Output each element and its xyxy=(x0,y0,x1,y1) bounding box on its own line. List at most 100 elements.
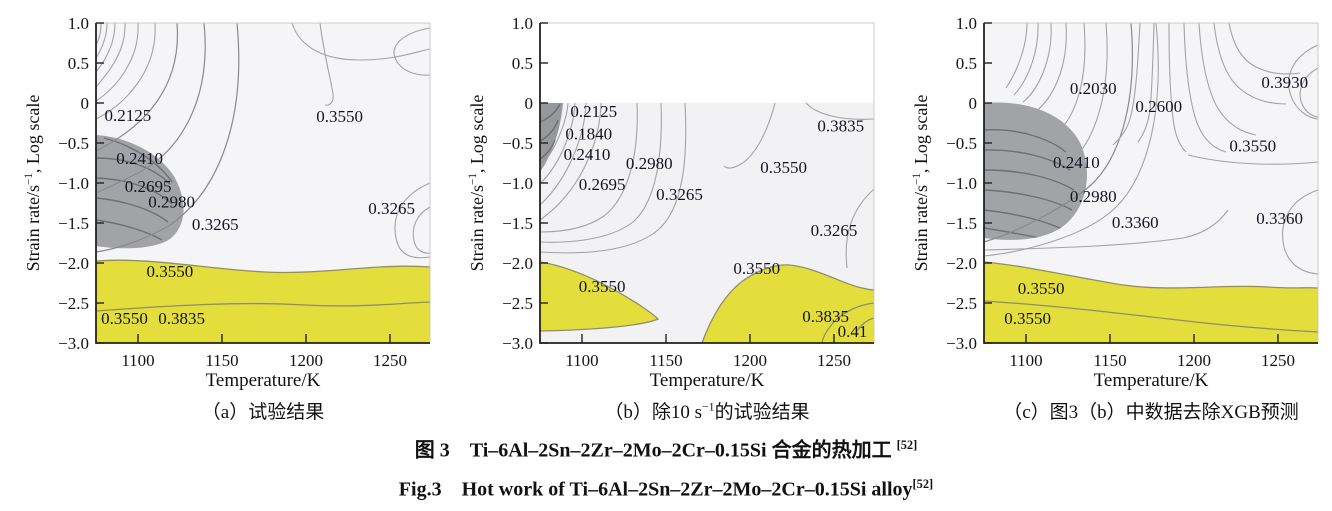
axis-ticks: 1.0 0.5 0 −0.5 −1.0 −1.5 −2.0 −2.5 −3.0 1100 1150 1… xyxy=(946,14,1295,370)
svg-text:1.0: 1.0 xyxy=(956,14,977,33)
svg-text:0.3835: 0.3835 xyxy=(802,307,849,326)
svg-text:0.1840: 0.1840 xyxy=(565,124,612,143)
instability-contour-stripes xyxy=(984,129,1075,240)
svg-text:0.3550: 0.3550 xyxy=(316,107,363,126)
contour-map-panel-c: 1.0 0.5 0 −0.5 −1.0 −1.5 −2.0 −2.5 −3.0 1100 1150 1… xyxy=(946,14,1319,391)
svg-text:0.2410: 0.2410 xyxy=(564,145,611,164)
svg-text:1.0: 1.0 xyxy=(512,14,533,33)
svg-text:0: 0 xyxy=(969,94,978,113)
svg-text:1150: 1150 xyxy=(1093,351,1126,370)
panel-c: 1.0 0.5 0 −0.5 −1.0 −1.5 −2.0 −2.5 −3.0 1100 1150 1… xyxy=(888,0,1332,425)
svg-text:0.3360: 0.3360 xyxy=(1256,209,1303,228)
contour-map-panel-b: 1.0 0.5 0 −0.5 −1.0 −1.5 −2.0 −2.5 −3.0 1100 1150 1… xyxy=(502,14,875,391)
svg-text:1100: 1100 xyxy=(121,351,154,370)
axis-ticks: 1.0 0.5 0 −0.5 −1.0 −1.5 −2.0 −2.5 −3.0 1100 1150 1… xyxy=(502,14,851,370)
svg-text:−2.0: −2.0 xyxy=(502,254,533,273)
x-axis-label: Temperature/K xyxy=(650,370,765,391)
svg-text:0.3265: 0.3265 xyxy=(656,185,703,204)
svg-text:0.2600: 0.2600 xyxy=(1135,97,1182,116)
svg-text:0.41: 0.41 xyxy=(838,322,868,341)
y-axis-label: Strain rate/s−1, Log scale xyxy=(911,94,931,272)
svg-text:0.3550: 0.3550 xyxy=(579,277,626,296)
instability-contour-stripes xyxy=(540,103,561,160)
svg-text:0.3550: 0.3550 xyxy=(733,259,780,278)
svg-text:1200: 1200 xyxy=(733,351,767,370)
stability-domain-region xyxy=(95,259,431,343)
svg-text:1.0: 1.0 xyxy=(68,14,89,33)
svg-text:0.2410: 0.2410 xyxy=(1053,153,1100,172)
x-axis-label: Temperature/K xyxy=(206,370,321,391)
y-axis-label: Strain rate/s−1, Log scale xyxy=(23,94,43,272)
svg-text:−1.0: −1.0 xyxy=(946,174,977,193)
svg-text:1200: 1200 xyxy=(289,351,323,370)
instability-contour-stripes xyxy=(96,137,173,241)
panel-a: 1.0 0.5 0 −0.5 −1.0 −1.5 −2.0 −2.5 −3.0 1100 1150 1… xyxy=(0,0,444,425)
svg-text:−3.0: −3.0 xyxy=(946,334,977,353)
svg-text:0.2695: 0.2695 xyxy=(579,175,626,194)
contour-lines xyxy=(539,102,875,269)
figure-caption-zh: 图 3 Ti–6Al–2Sn–2Zr–2Mo–2Cr–0.15Si 合金的热加工… xyxy=(414,438,918,462)
x-axis-label: Temperature/K xyxy=(1094,370,1209,391)
svg-text:−0.5: −0.5 xyxy=(502,134,533,153)
instability-region xyxy=(96,135,184,249)
contour-map-panel-a: 1.0 0.5 0 −0.5 −1.0 −1.5 −2.0 −2.5 −3.0 1100 1150 1… xyxy=(58,14,431,391)
contour-lines xyxy=(983,22,1319,275)
svg-text:0.2695: 0.2695 xyxy=(125,177,172,196)
svg-text:1150: 1150 xyxy=(205,351,238,370)
panel-b: 1.0 0.5 0 −0.5 −1.0 −1.5 −2.0 −2.5 −3.0 1100 1150 1… xyxy=(444,0,888,425)
subcaption-c: （c）图3（b）中数据去除XGB预测 xyxy=(1003,402,1299,423)
svg-text:0: 0 xyxy=(525,94,534,113)
svg-text:−0.5: −0.5 xyxy=(58,134,89,153)
svg-text:0: 0 xyxy=(81,94,90,113)
svg-text:0.2030: 0.2030 xyxy=(1070,79,1117,98)
axis-ticks: 1.0 0.5 0 −0.5 −1.0 −1.5 −2.0 −2.5 −3.0 1100 1150 1… xyxy=(58,14,407,370)
figure-caption-en: Fig.3 Hot work of Ti–6Al–2Sn–2Zr–2Mo–2Cr… xyxy=(398,476,934,501)
figure-caption-block: 图 3 Ti–6Al–2Sn–2Zr–2Mo–2Cr–0.15Si 合金的热加工… xyxy=(0,429,1332,506)
svg-text:1250: 1250 xyxy=(1261,351,1295,370)
plot-background-upper xyxy=(540,23,874,103)
svg-text:−1.5: −1.5 xyxy=(502,214,533,233)
svg-text:0.3550: 0.3550 xyxy=(101,309,148,328)
svg-text:−3.0: −3.0 xyxy=(502,334,533,353)
stability-domain-region xyxy=(983,261,1319,343)
svg-text:−1.5: −1.5 xyxy=(946,214,977,233)
subcaption-b: （b）除10 s−1的试验结果 xyxy=(604,400,810,423)
svg-text:0.3550: 0.3550 xyxy=(147,262,194,281)
svg-text:−2.5: −2.5 xyxy=(502,294,533,313)
svg-text:0.2410: 0.2410 xyxy=(116,149,163,168)
svg-text:−1.0: −1.0 xyxy=(502,174,533,193)
svg-text:0.3550: 0.3550 xyxy=(1004,309,1051,328)
svg-text:0.2125: 0.2125 xyxy=(570,102,617,121)
svg-text:−2.5: −2.5 xyxy=(58,294,89,313)
svg-text:−0.5: −0.5 xyxy=(946,134,977,153)
svg-text:1200: 1200 xyxy=(1177,351,1211,370)
svg-text:0.2980: 0.2980 xyxy=(626,154,673,173)
svg-text:0.3265: 0.3265 xyxy=(192,215,239,234)
svg-text:1150: 1150 xyxy=(649,351,682,370)
svg-text:0.3265: 0.3265 xyxy=(811,221,858,240)
svg-text:0.2125: 0.2125 xyxy=(105,106,152,125)
y-axis-label: Strain rate/s−1, Log scale xyxy=(467,94,487,272)
svg-text:−1.5: −1.5 xyxy=(58,214,89,233)
svg-text:1100: 1100 xyxy=(565,351,598,370)
subcaption-a: （a）试验结果 xyxy=(201,402,325,423)
svg-text:0.3265: 0.3265 xyxy=(368,199,415,218)
contour-labels: 0.2030 0.2600 0.3930 0.2410 0.3550 0.2980 0.33… xyxy=(1004,73,1308,328)
svg-text:1250: 1250 xyxy=(373,351,407,370)
svg-text:0.2980: 0.2980 xyxy=(1070,187,1117,206)
svg-text:0.3835: 0.3835 xyxy=(817,116,864,135)
svg-text:0.3835: 0.3835 xyxy=(158,309,205,328)
svg-text:1100: 1100 xyxy=(1009,351,1042,370)
svg-text:0.5: 0.5 xyxy=(956,54,977,73)
svg-text:0.5: 0.5 xyxy=(512,54,533,73)
svg-text:0.3550: 0.3550 xyxy=(1229,136,1276,155)
svg-text:0.3550: 0.3550 xyxy=(760,158,807,177)
svg-text:1250: 1250 xyxy=(817,351,851,370)
svg-text:0.3930: 0.3930 xyxy=(1261,73,1308,92)
contour-lines xyxy=(95,22,431,259)
svg-text:−3.0: −3.0 xyxy=(58,334,89,353)
svg-text:−2.5: −2.5 xyxy=(946,294,977,313)
